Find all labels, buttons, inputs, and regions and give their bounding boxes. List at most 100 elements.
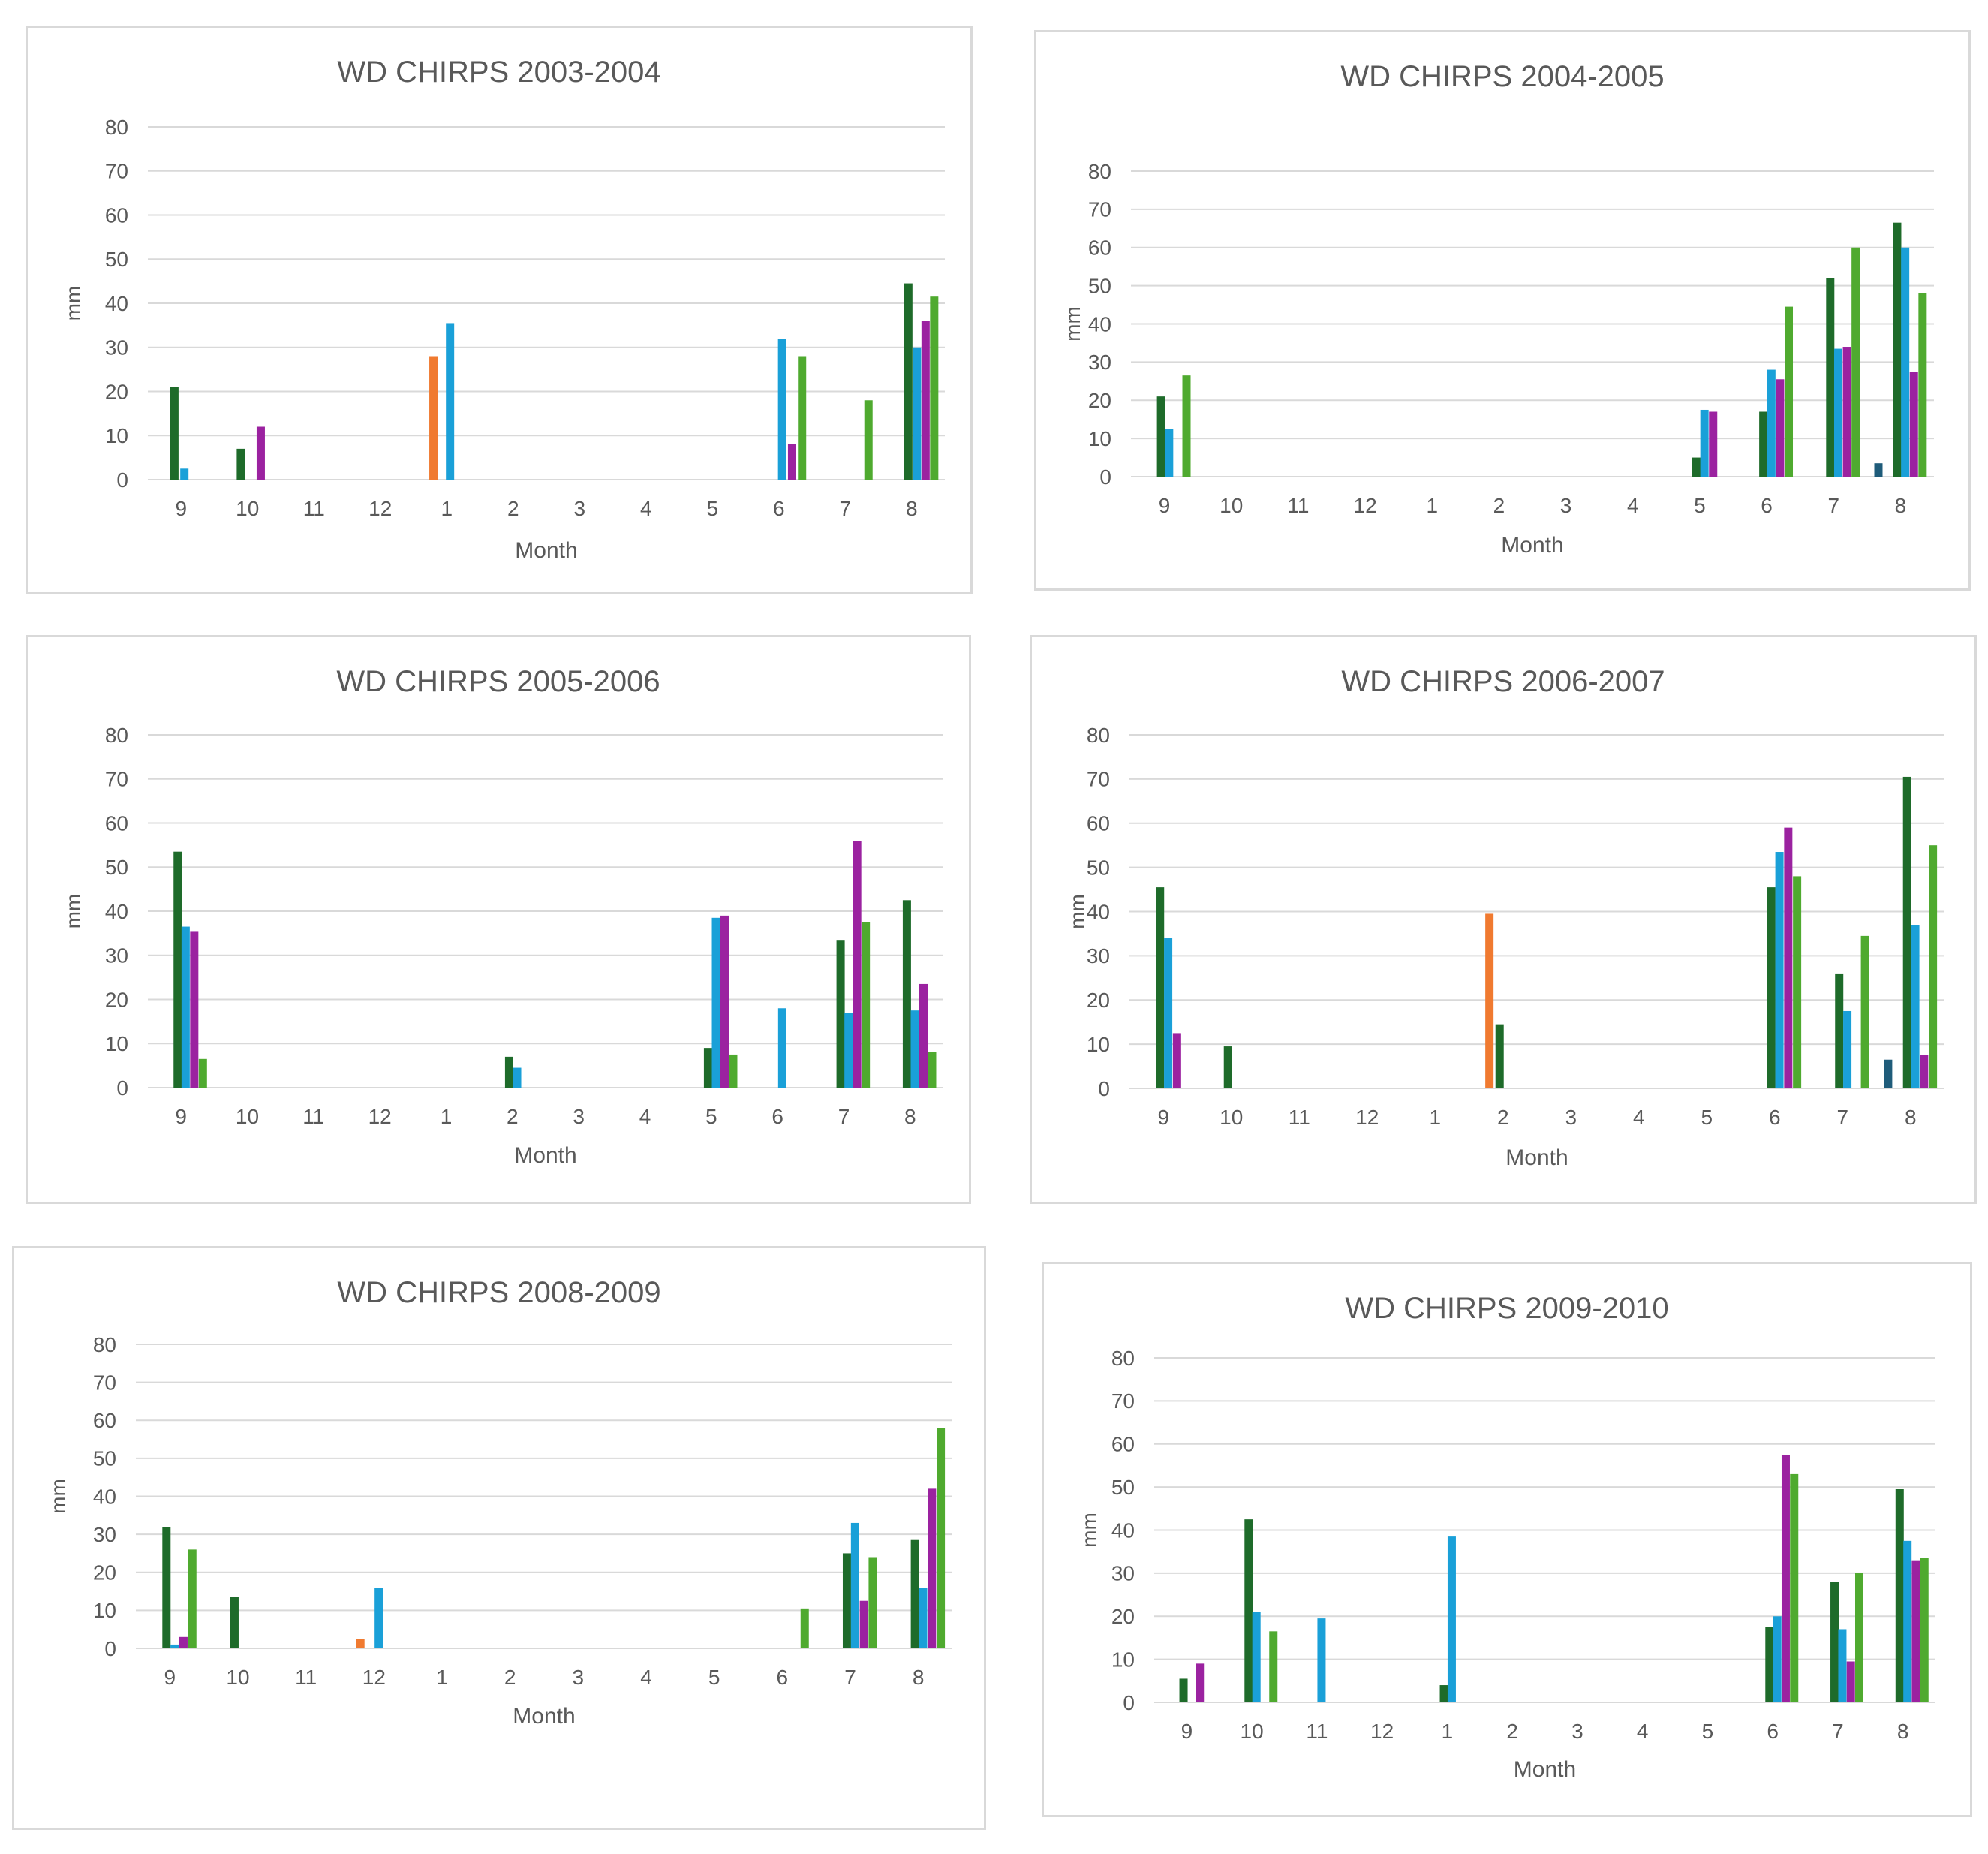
x-tick-label: 5 bbox=[708, 1666, 720, 1689]
bar bbox=[356, 1639, 365, 1648]
bar bbox=[1439, 1685, 1448, 1702]
x-axis-label: Month bbox=[515, 538, 577, 563]
y-tick-label: 70 bbox=[1088, 198, 1111, 221]
x-tick-label: 5 bbox=[1701, 1106, 1713, 1129]
bar bbox=[1793, 876, 1802, 1088]
bar bbox=[1759, 411, 1768, 477]
bar bbox=[190, 931, 199, 1088]
bar bbox=[1855, 1573, 1864, 1702]
y-axis-label: mm bbox=[1078, 1512, 1101, 1548]
x-tick-label: 1 bbox=[1429, 1106, 1441, 1129]
bar bbox=[1172, 1033, 1181, 1088]
y-tick-label: 70 bbox=[105, 768, 128, 791]
y-tick-label: 0 bbox=[1123, 1691, 1135, 1714]
chart-panel-2008-2009: WD CHIRPS 2008-2009 0 10 20 30 40 50 60 70 80 9 10 1… bbox=[12, 1246, 986, 1830]
bar bbox=[729, 1054, 738, 1088]
bar bbox=[1909, 372, 1918, 477]
chart-2005-2006: WD CHIRPS 2005-2006 0 10 20 30 40 50 60 70 80 9 10 1… bbox=[62, 665, 943, 1168]
chart-title: WD CHIRPS 2004-2005 bbox=[1340, 60, 1664, 93]
bar bbox=[181, 926, 190, 1088]
bar bbox=[1156, 887, 1165, 1088]
bar bbox=[1860, 935, 1869, 1088]
x-tick-label: 4 bbox=[1637, 1720, 1649, 1743]
x-tick-label: 11 bbox=[1306, 1720, 1328, 1743]
bar bbox=[179, 1636, 188, 1648]
bar bbox=[1851, 247, 1860, 477]
chart-title: WD CHIRPS 2003-2004 bbox=[337, 56, 660, 89]
chart-title: WD CHIRPS 2006-2007 bbox=[1341, 665, 1665, 698]
bar bbox=[1920, 1558, 1929, 1702]
y-tick-label: 60 bbox=[105, 811, 128, 835]
x-tick-label: 10 bbox=[1220, 1106, 1243, 1129]
x-tick-label: 7 bbox=[1827, 494, 1839, 517]
bar bbox=[1244, 1519, 1253, 1702]
x-tick-label: 2 bbox=[1493, 494, 1505, 517]
y-tick-label: 40 bbox=[1087, 900, 1110, 923]
x-tick-label: 2 bbox=[1506, 1720, 1518, 1743]
y-tick-label: 20 bbox=[93, 1561, 116, 1585]
chart-2008-2009: WD CHIRPS 2008-2009 0 10 20 30 40 50 60 70 80 9 10 1… bbox=[47, 1276, 952, 1729]
bar bbox=[1709, 411, 1718, 477]
chart-2006-2007: WD CHIRPS 2006-2007 0 10 20 30 40 50 60 70 80 9 10 1… bbox=[1066, 665, 1944, 1170]
bar bbox=[1765, 1627, 1774, 1702]
bar bbox=[1790, 1473, 1799, 1702]
bar bbox=[1843, 1010, 1852, 1088]
bar bbox=[170, 1644, 179, 1648]
y-tick-label: 10 bbox=[1087, 1033, 1110, 1056]
bar bbox=[859, 1600, 868, 1648]
x-axis-label: Month bbox=[513, 1704, 575, 1729]
x-tick-label: 11 bbox=[1289, 1106, 1310, 1129]
bar bbox=[1767, 887, 1776, 1088]
y-tick-label: 80 bbox=[1111, 1347, 1135, 1370]
bar bbox=[446, 323, 455, 480]
y-tick-label: 60 bbox=[105, 203, 128, 227]
x-tick-label: 3 bbox=[1560, 494, 1572, 517]
y-tick-label: 40 bbox=[105, 900, 128, 923]
bar bbox=[919, 1588, 928, 1648]
bar bbox=[170, 387, 179, 480]
y-tick-label: 10 bbox=[105, 1032, 128, 1055]
x-tick-label: 2 bbox=[1497, 1106, 1509, 1129]
y-tick-label: 20 bbox=[1088, 389, 1111, 412]
bar bbox=[236, 448, 245, 480]
x-axis-label: Month bbox=[514, 1143, 576, 1168]
bar bbox=[1196, 1663, 1205, 1702]
x-tick-label: 9 bbox=[175, 497, 187, 520]
bar bbox=[1911, 925, 1920, 1088]
bar bbox=[1929, 845, 1938, 1088]
bar bbox=[1776, 379, 1785, 477]
y-tick-label: 10 bbox=[105, 424, 128, 447]
y-tick-label: 10 bbox=[93, 1599, 116, 1622]
bar bbox=[1833, 348, 1842, 477]
bar bbox=[850, 1522, 859, 1648]
x-tick-label: 4 bbox=[1627, 494, 1639, 517]
bar bbox=[910, 1539, 919, 1648]
y-tick-label: 30 bbox=[1088, 351, 1111, 374]
x-tick-label: 11 bbox=[1287, 494, 1309, 517]
x-tick-label: 2 bbox=[504, 1666, 516, 1689]
x-axis-label: Month bbox=[1501, 533, 1563, 558]
bar bbox=[504, 1056, 513, 1088]
y-tick-label: 80 bbox=[105, 724, 128, 747]
y-tick-label: 20 bbox=[1111, 1605, 1135, 1628]
bar bbox=[864, 400, 873, 480]
bar bbox=[513, 1067, 522, 1088]
x-tick-label: 5 bbox=[705, 1105, 717, 1128]
x-tick-label: 12 bbox=[1355, 1106, 1379, 1129]
bar bbox=[1179, 1678, 1188, 1702]
y-tick-label: 70 bbox=[105, 160, 128, 183]
y-tick-label: 60 bbox=[1111, 1433, 1135, 1456]
y-tick-label: 50 bbox=[105, 856, 128, 879]
x-tick-label: 7 bbox=[838, 1105, 850, 1128]
y-tick-label: 50 bbox=[105, 248, 128, 271]
x-tick-label: 9 bbox=[1157, 1106, 1169, 1129]
y-tick-label: 20 bbox=[105, 988, 128, 1011]
y-tick-label: 80 bbox=[93, 1333, 116, 1356]
x-tick-label: 6 bbox=[777, 1666, 789, 1689]
bar bbox=[1911, 1560, 1920, 1702]
bar bbox=[173, 851, 182, 1088]
bar bbox=[1902, 776, 1911, 1088]
x-axis-label: Month bbox=[1505, 1145, 1568, 1170]
bar bbox=[1252, 1612, 1261, 1702]
bar bbox=[1447, 1536, 1456, 1702]
